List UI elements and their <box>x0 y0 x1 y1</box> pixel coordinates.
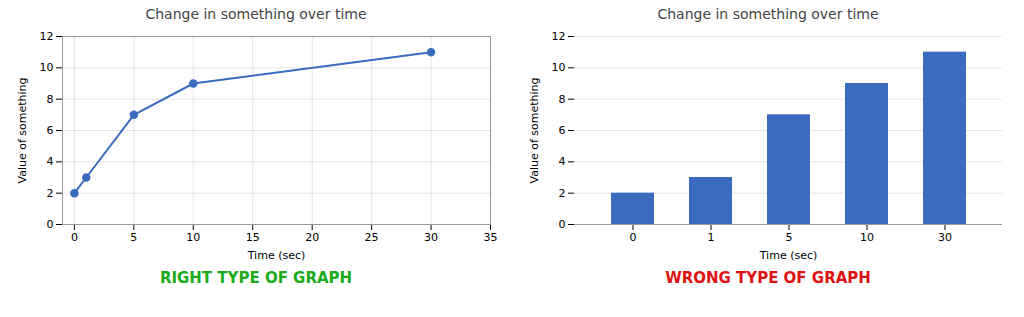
svg-text:4: 4 <box>559 155 566 168</box>
svg-text:30: 30 <box>424 231 438 244</box>
svg-text:5: 5 <box>786 231 793 244</box>
svg-text:Time (sec): Time (sec) <box>759 249 818 262</box>
svg-text:8: 8 <box>559 93 566 106</box>
svg-text:35: 35 <box>484 231 498 244</box>
svg-text:15: 15 <box>246 231 260 244</box>
svg-text:0: 0 <box>47 218 54 231</box>
svg-text:8: 8 <box>47 93 54 106</box>
html-text:WRONG TYPE OF GRAPH: WRONG TYPE OF GRAPH <box>665 269 871 287</box>
svg-text:30: 30 <box>938 231 952 244</box>
svg-text:2: 2 <box>559 187 566 200</box>
svg-text:Value of something: Value of something <box>528 77 541 183</box>
svg-text:6: 6 <box>559 124 566 137</box>
svg-text:10: 10 <box>860 231 874 244</box>
html-text:Change in something over time: Change in something over time <box>657 6 879 22</box>
svg-text:25: 25 <box>365 231 379 244</box>
svg-text:0: 0 <box>71 231 78 244</box>
svg-text:1: 1 <box>708 231 715 244</box>
svg-text:12: 12 <box>552 30 566 43</box>
svg-text:10: 10 <box>552 61 566 74</box>
html-text:RIGHT TYPE OF GRAPH: RIGHT TYPE OF GRAPH <box>159 269 353 287</box>
svg-text:5: 5 <box>130 231 137 244</box>
svg-text:20: 20 <box>305 231 319 244</box>
html-text:Change in something over time: Change in something over time <box>145 6 367 22</box>
svg-text:12: 12 <box>40 30 54 43</box>
svg-text:4: 4 <box>47 155 54 168</box>
svg-text:10: 10 <box>40 61 54 74</box>
svg-text:2: 2 <box>47 187 54 200</box>
svg-text:0: 0 <box>630 231 637 244</box>
svg-text:0: 0 <box>559 218 566 231</box>
svg-text:Value of something: Value of something <box>16 77 29 183</box>
svg-text:6: 6 <box>47 124 54 137</box>
svg-text:10: 10 <box>186 231 200 244</box>
svg-text:Time (sec): Time (sec) <box>247 249 306 262</box>
